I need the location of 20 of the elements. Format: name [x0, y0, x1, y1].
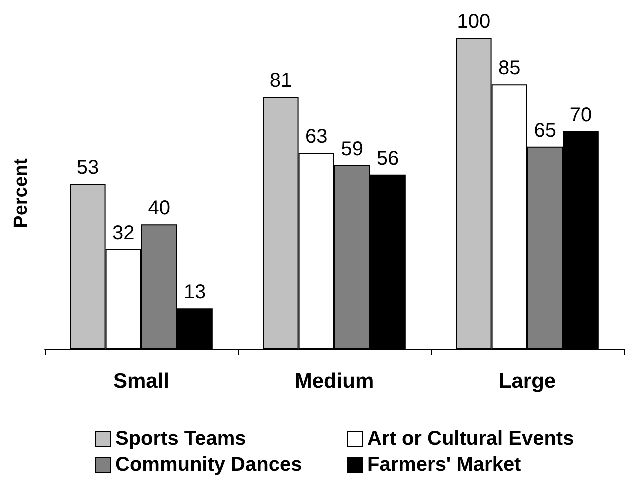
- legend-label: Art or Cultural Events: [368, 428, 574, 450]
- legend-label: Farmers' Market: [368, 454, 522, 476]
- data-label: 100: [457, 11, 491, 33]
- data-label: 32: [112, 222, 135, 244]
- data-label: 56: [376, 148, 400, 170]
- data-label: 70: [570, 104, 592, 126]
- data-label: 81: [270, 70, 292, 92]
- data-label: 59: [341, 138, 364, 161]
- legend-label: Community Dances: [116, 454, 302, 476]
- legend-label: Sports Teams: [116, 428, 246, 450]
- data-label: 85: [498, 58, 521, 80]
- x-tick-label: Small: [113, 370, 170, 393]
- data-label: 53: [76, 157, 100, 180]
- x-tick-label: Medium: [294, 370, 374, 393]
- data-label: 40: [148, 198, 170, 220]
- data-label: 65: [534, 120, 556, 142]
- y-axis-title: Percent: [11, 158, 32, 228]
- data-label: 13: [184, 282, 206, 304]
- x-tick-label: Large: [498, 370, 556, 393]
- data-label: 63: [306, 126, 328, 148]
